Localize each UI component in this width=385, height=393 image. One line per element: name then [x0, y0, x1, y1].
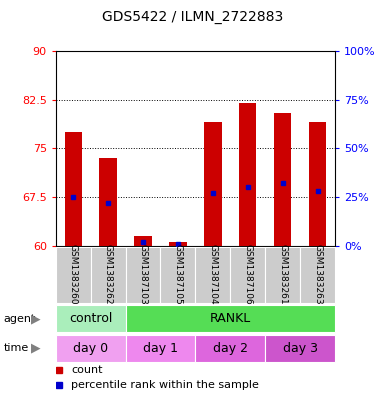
Bar [195, 247, 230, 303]
Text: GDS5422 / ILMN_2722883: GDS5422 / ILMN_2722883 [102, 10, 283, 24]
Text: agent: agent [4, 314, 36, 324]
Text: GSM1383262: GSM1383262 [104, 244, 113, 305]
Text: GSM1387105: GSM1387105 [173, 244, 182, 305]
Bar [126, 247, 161, 303]
Bar [204, 122, 221, 246]
Bar [99, 158, 117, 246]
Bar [169, 242, 187, 246]
Bar [239, 103, 256, 246]
Bar [56, 335, 126, 362]
Text: GSM1387104: GSM1387104 [208, 244, 218, 305]
Text: ▶: ▶ [31, 312, 41, 325]
Text: RANKL: RANKL [210, 312, 251, 325]
Text: ▶: ▶ [31, 342, 41, 355]
Text: GSM1383263: GSM1383263 [313, 244, 322, 305]
Bar [161, 247, 195, 303]
Bar [195, 335, 265, 362]
Text: GSM1387103: GSM1387103 [139, 244, 147, 305]
Bar [300, 247, 335, 303]
Bar [56, 247, 91, 303]
Text: GSM1387106: GSM1387106 [243, 244, 252, 305]
Text: count: count [71, 365, 103, 375]
Text: GSM1383260: GSM1383260 [69, 244, 78, 305]
Bar [134, 236, 152, 246]
Text: day 2: day 2 [213, 342, 248, 355]
Bar [309, 122, 326, 246]
Text: control: control [69, 312, 112, 325]
Bar [265, 247, 300, 303]
Bar [56, 305, 126, 332]
Bar [126, 305, 335, 332]
Text: GSM1383261: GSM1383261 [278, 244, 287, 305]
Bar [274, 113, 291, 246]
Bar [265, 335, 335, 362]
Bar [91, 247, 126, 303]
Text: time: time [4, 343, 29, 353]
Bar [65, 132, 82, 246]
Text: day 3: day 3 [283, 342, 318, 355]
Bar [126, 335, 195, 362]
Text: day 0: day 0 [73, 342, 108, 355]
Text: day 1: day 1 [143, 342, 178, 355]
Bar [230, 247, 265, 303]
Text: percentile rank within the sample: percentile rank within the sample [71, 380, 259, 390]
